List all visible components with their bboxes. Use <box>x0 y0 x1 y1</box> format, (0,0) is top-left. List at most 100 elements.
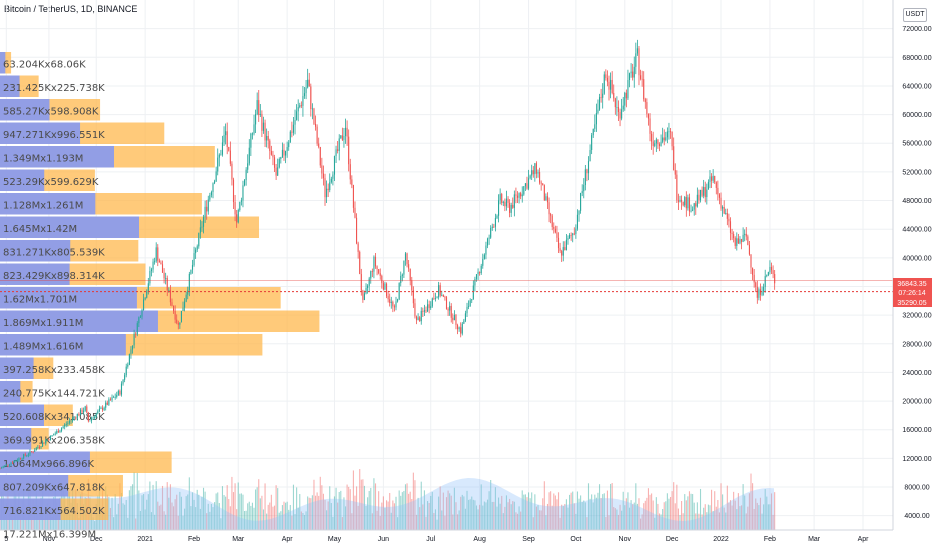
candle-body <box>657 139 659 145</box>
volume-bar <box>707 504 709 530</box>
candle-body <box>261 113 263 131</box>
volume-bar <box>584 502 586 530</box>
candle-body <box>27 454 29 456</box>
volume-bar <box>554 495 556 530</box>
volume-bar <box>458 510 460 530</box>
candle-body <box>752 267 754 275</box>
candle-body <box>234 202 236 215</box>
candle-body <box>468 306 470 307</box>
candle-body <box>24 454 26 456</box>
candle-body <box>12 462 14 464</box>
candle-body <box>641 78 643 80</box>
volume-bar <box>196 489 198 530</box>
vp-buy-bar <box>0 498 61 520</box>
candle-body <box>362 290 364 300</box>
volume-profile: 63.204Kx68.06K 231.425Kx225.738K 585.27Kx5… <box>0 52 320 540</box>
candle-body <box>349 164 351 180</box>
candle-body <box>62 426 64 429</box>
candle-body <box>587 161 590 174</box>
volume-bar <box>147 494 149 530</box>
candle-body <box>67 422 69 425</box>
volume-bar <box>491 501 493 530</box>
candle-body <box>480 265 482 274</box>
candle-body <box>728 218 730 222</box>
y-tick-label: 52000.00 <box>902 169 931 176</box>
volume-bar <box>362 479 364 530</box>
candle-body <box>630 71 632 74</box>
currency-badge[interactable]: USDT <box>903 8 927 22</box>
volume-bar <box>292 484 295 530</box>
candle-body <box>31 451 33 452</box>
volume-bar <box>278 512 280 530</box>
volume-bar <box>141 495 143 530</box>
vp-row-label: 63.204Kx68.06K <box>3 59 86 70</box>
volume-bar <box>526 497 528 530</box>
candle-body <box>523 186 525 195</box>
candle-body <box>685 197 687 209</box>
candle-body <box>125 366 127 376</box>
candle-body <box>654 143 656 146</box>
volume-bar <box>439 486 441 530</box>
candle-body <box>163 272 165 279</box>
candle-body <box>553 226 555 229</box>
volume-bar <box>135 518 137 530</box>
volume-bar <box>111 497 113 530</box>
volume-bar <box>389 493 391 530</box>
candle-body <box>324 178 326 198</box>
volume-bar <box>308 497 310 530</box>
candle-body <box>583 184 585 192</box>
candle-body <box>75 417 77 419</box>
candle-body <box>556 232 558 238</box>
candle-body <box>329 182 331 191</box>
candle-body <box>578 210 580 215</box>
candle-body <box>196 246 198 250</box>
vp-row-label: 369.991Kx206.358K <box>3 435 105 446</box>
candle-body <box>289 131 291 143</box>
candle-body <box>490 228 492 238</box>
candle-body <box>674 170 676 175</box>
candle-body <box>225 131 227 136</box>
candle-body <box>214 181 216 184</box>
candle-body <box>346 127 348 137</box>
volume-bar <box>758 505 760 530</box>
x-tick-label: May <box>328 536 342 543</box>
x-tick-label: Jul <box>426 536 435 543</box>
candle-body <box>38 447 40 448</box>
volume-bar <box>540 510 542 530</box>
volume-bar <box>365 505 367 530</box>
candle-body <box>624 92 626 106</box>
volume-bar <box>177 515 179 530</box>
volume-bar <box>247 503 249 530</box>
volume-bar <box>128 490 130 530</box>
volume-bar <box>127 517 129 530</box>
volume-bar <box>319 476 321 530</box>
volume-bar <box>43 518 45 530</box>
volume-bar <box>130 486 132 530</box>
volume-bar <box>690 493 692 530</box>
candle-body <box>770 266 773 271</box>
candle-body <box>436 297 438 299</box>
candle-body <box>86 406 88 413</box>
volume-bar <box>461 494 463 530</box>
candle-body <box>122 379 124 384</box>
candle-body <box>64 424 66 427</box>
volume-bar <box>214 502 216 530</box>
volume-bar <box>482 505 484 530</box>
vp-row-label: 17.221Mx16.399M <box>3 529 96 540</box>
volume-bar <box>368 491 370 530</box>
candle-body <box>37 447 39 448</box>
volume-bar <box>518 506 520 530</box>
candle-body <box>294 119 296 125</box>
candle-body <box>239 201 241 210</box>
volume-bar <box>722 494 724 530</box>
volume-bar <box>184 508 186 530</box>
candle-body <box>444 296 446 298</box>
volume-bar <box>442 492 444 530</box>
candle-body <box>319 147 321 166</box>
candle-body <box>133 333 135 346</box>
candle-body <box>711 176 713 181</box>
volume-bar <box>288 509 290 530</box>
volume-bar <box>311 495 313 530</box>
volume-bar <box>520 511 522 530</box>
